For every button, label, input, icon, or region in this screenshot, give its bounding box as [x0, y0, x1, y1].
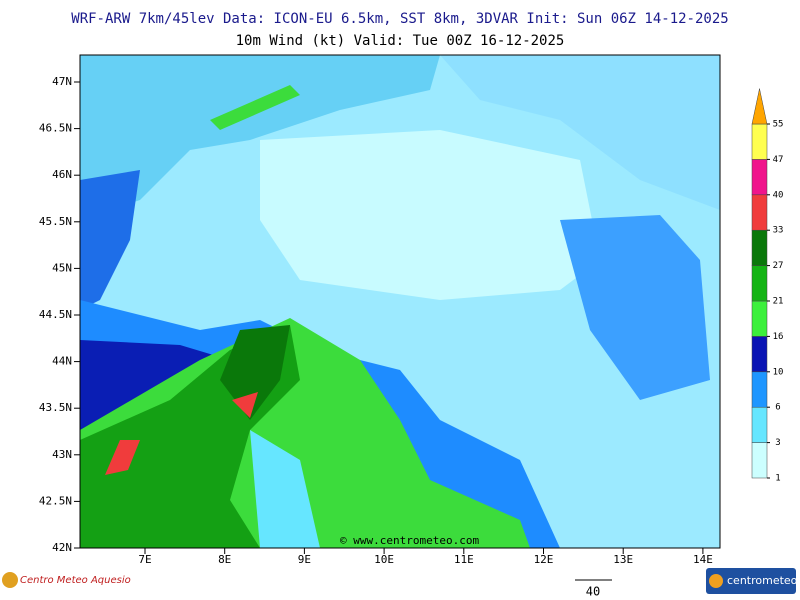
- right-logo: centrometeo: [706, 568, 798, 594]
- colorbar-label: 47: [773, 155, 784, 165]
- colorbar-label: 33: [773, 226, 784, 236]
- lat-label: 46N: [52, 168, 72, 181]
- subtitle: 10m Wind (kt) Valid: Tue 00Z 16-12-2025: [236, 33, 565, 49]
- lon-label: 13E: [613, 553, 633, 566]
- lat-label: 42N: [52, 541, 72, 554]
- lat-label: 43N: [52, 448, 72, 461]
- colorbar-band: [751, 442, 768, 479]
- lat-label: 45.5N: [39, 215, 72, 228]
- logo-text: centrometeo: [727, 574, 798, 587]
- colorbar-band: [751, 371, 768, 408]
- colorbar-label: 21: [773, 297, 784, 307]
- colorbar-label: 16: [773, 332, 784, 342]
- lat-label: 44.5N: [39, 308, 72, 321]
- colorbar-band: [751, 265, 768, 302]
- colorbar-label: 6: [775, 403, 780, 413]
- lon-label: 10E: [374, 553, 394, 566]
- scale-label: 40: [586, 585, 600, 599]
- lat-label: 43.5N: [39, 401, 72, 414]
- colorbar-band: [751, 229, 768, 266]
- colorbar-cap: [751, 88, 768, 125]
- lon-label: 7E: [138, 553, 151, 566]
- colorbar-label: 1: [775, 474, 780, 484]
- colorbar-band: [751, 300, 768, 337]
- logo-text: Centro Meteo Aquesio: [20, 575, 131, 586]
- lat-label: 46.5N: [39, 122, 72, 135]
- lon-label: 11E: [454, 553, 474, 566]
- map-field: [80, 55, 720, 548]
- lon-label: 9E: [298, 553, 311, 566]
- colorbar-label: 27: [773, 261, 784, 271]
- colorbar-band: [751, 194, 768, 231]
- title: WRF-ARW 7km/45lev Data: ICON-EU 6.5km, S…: [71, 11, 728, 27]
- lon-label: 14E: [693, 553, 713, 566]
- lat-label: 44N: [52, 355, 72, 368]
- colorbar-band: [751, 406, 768, 443]
- colorbar-label: 10: [773, 367, 784, 377]
- colorbar-band: [751, 159, 768, 196]
- colorbar-band: [751, 336, 768, 373]
- colorbar-label: 40: [773, 190, 784, 200]
- lat-label: 42.5N: [39, 494, 72, 507]
- lon-label: 8E: [218, 553, 231, 566]
- left-logo: Centro Meteo Aquesio: [2, 572, 131, 588]
- colorbar-band: [751, 123, 768, 160]
- lon-label: 12E: [534, 553, 554, 566]
- lat-label: 45N: [52, 261, 72, 274]
- lat-label: 47N: [52, 75, 72, 88]
- colorbar-label: 55: [773, 120, 784, 130]
- colorbar-label: 3: [775, 438, 780, 448]
- credit: © www.centrometeo.com: [340, 534, 479, 547]
- map-frame: [79, 54, 721, 549]
